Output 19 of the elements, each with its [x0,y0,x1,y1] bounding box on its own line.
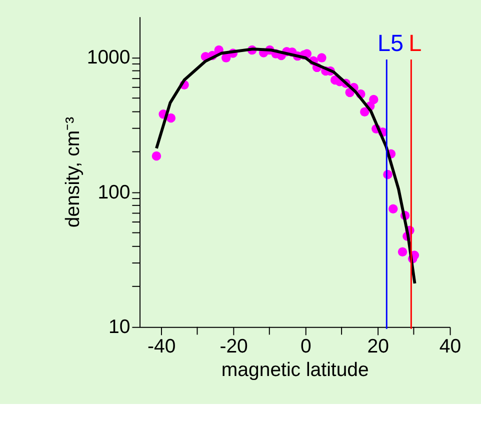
point [317,53,326,62]
x-tick-label: 0 [300,336,312,358]
y-tick-label: 100 [98,181,130,204]
point [360,107,370,117]
y-axis-title: density, cm⁻³ [62,116,84,228]
point [166,113,176,123]
x-tick-label: 20 [367,336,390,358]
point [388,204,398,214]
x-tick-label: -40 [148,336,176,358]
x-tick-label: -20 [220,336,248,358]
ref-line-label: L [408,30,422,56]
x-tick-label: 40 [439,336,462,358]
y-tick-label: 1000 [86,46,130,69]
point [152,151,162,161]
point [369,94,378,104]
x-axis-title: magnetic latitude [221,359,369,382]
y-tick-label: 10 [108,316,130,338]
point [398,247,408,256]
ref-line-label: L5 [378,30,404,56]
